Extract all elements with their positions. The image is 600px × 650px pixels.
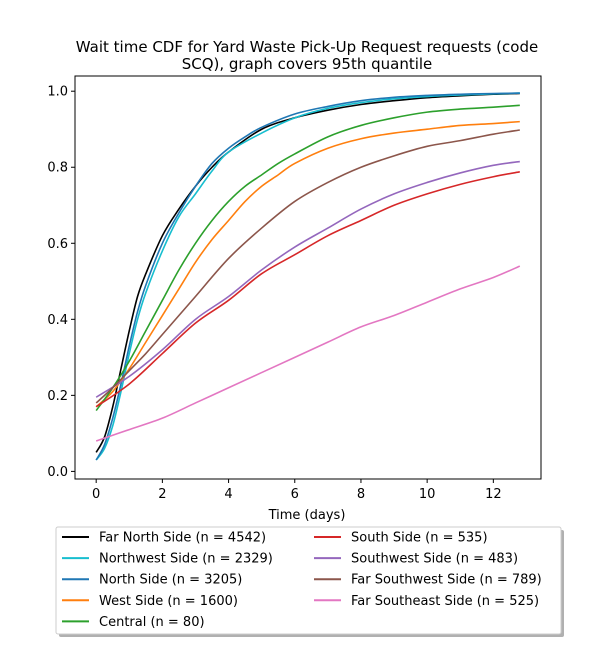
series-line-2 [95, 92, 520, 461]
y-tick-label: 0.2 [47, 389, 68, 404]
series-line-4 [95, 104, 520, 412]
legend-label-2: North Side (n = 3205) [99, 573, 242, 588]
series-line-6 [95, 160, 520, 398]
legend-label-0: Far North Side (n = 4542) [99, 531, 266, 546]
x-tick-label: 2 [158, 487, 166, 502]
x-axis: 0 2 4 6 8 10 12 [92, 479, 502, 502]
y-tick-label: 0.0 [47, 465, 68, 480]
series-line-3 [95, 120, 520, 408]
x-tick-label: 8 [357, 487, 365, 502]
x-axis-label: Time (days) [268, 508, 346, 523]
legend-label-1: Northwest Side (n = 2329) [99, 552, 273, 567]
legend-label-3: West Side (n = 1600) [99, 594, 238, 609]
y-axis: 0.0 0.2 0.4 0.6 0.8 1.0 [47, 85, 75, 480]
legend: Far North Side (n = 4542) Northwest Side … [55, 526, 564, 637]
y-tick-label: 1.0 [47, 85, 68, 100]
series-line-1 [95, 92, 520, 461]
x-tick-label: 4 [224, 487, 232, 502]
x-tick-label: 6 [291, 487, 299, 502]
legend-label-5: South Side (n = 535) [351, 531, 488, 546]
series-line-7 [95, 129, 520, 404]
legend-label-7: Far Southwest Side (n = 789) [351, 573, 542, 588]
series-lines [95, 92, 521, 461]
series-line-0 [95, 92, 520, 453]
chart-title-line-2: SCQ), graph covers 95th quantile [182, 55, 433, 73]
x-tick-label: 10 [419, 487, 436, 502]
legend-label-4: Central (n = 80) [99, 615, 205, 630]
y-tick-label: 0.6 [47, 237, 68, 252]
y-tick-label: 0.4 [47, 313, 68, 328]
series-line-8 [95, 265, 521, 442]
series-line-5 [95, 171, 520, 408]
y-tick-label: 0.8 [47, 161, 68, 176]
legend-label-8: Far Southeast Side (n = 525) [351, 594, 539, 609]
chart-title-line-1: Wait time CDF for Yard Waste Pick-Up Req… [76, 38, 538, 56]
legend-box [55, 526, 562, 635]
legend-label-6: Southwest Side (n = 483) [351, 552, 518, 567]
plot-frame [74, 75, 542, 480]
x-tick-label: 12 [485, 487, 502, 502]
x-tick-label: 0 [92, 487, 100, 502]
